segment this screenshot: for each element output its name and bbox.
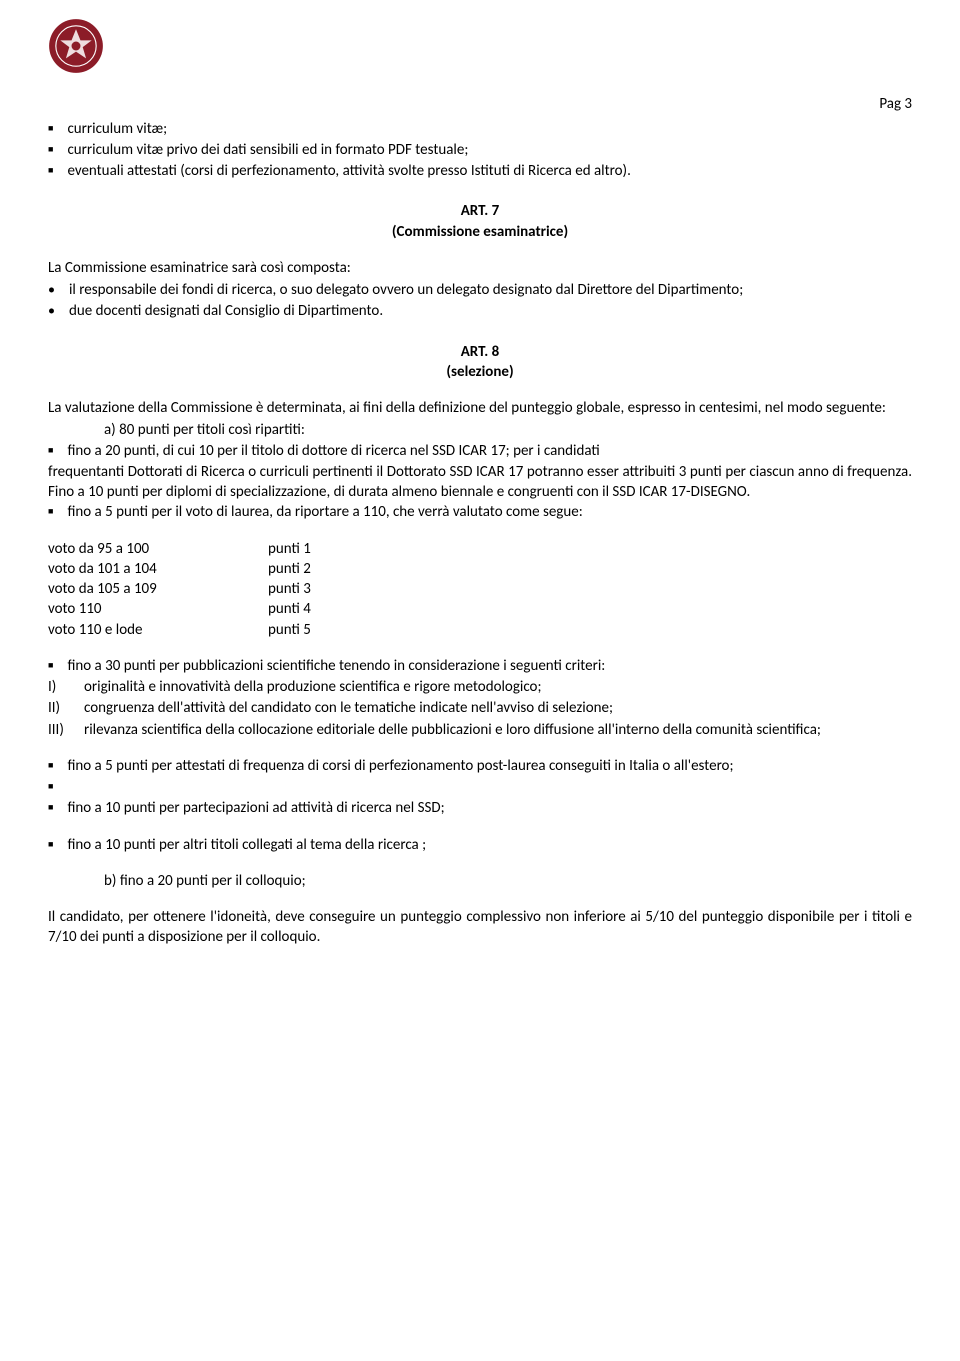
art8-criteria-list-3: fino a 30 punti per pubblicazioni scient… [48, 656, 912, 676]
list-item: fino a 5 punti per attestati di frequenz… [70, 756, 912, 776]
article-8-heading: ART. 8 (selezione) [48, 342, 912, 383]
table-row: voto da 95 a 100punti 1 [48, 539, 912, 559]
publication-criteria-list: I)originalità e innovatività della produ… [48, 677, 912, 740]
vote-points: punti 1 [268, 539, 311, 559]
art8-criteria-list-4: fino a 5 punti per attestati di frequenz… [48, 756, 912, 819]
list-item: eventuali attestati (corsi di perfeziona… [70, 161, 912, 181]
list-item: curriculum vitæ; [70, 119, 912, 139]
vote-range: voto 110 [48, 599, 268, 619]
roman-numeral: III) [48, 720, 84, 740]
list-item: curriculum vitæ privo dei dati sensibili… [70, 140, 912, 160]
art8-criteria-list-2: fino a 5 punti per il voto di laurea, da… [48, 502, 912, 522]
art8-criteria-list-1: fino a 20 punti, di cui 10 per il titolo… [48, 441, 912, 461]
list-item: fino a 10 punti per altri titoli collega… [70, 835, 912, 855]
list-item: II)congruenza dell'attività del candidat… [84, 698, 912, 718]
list-item: fino a 5 punti per il voto di laurea, da… [70, 502, 912, 522]
art7-intro-text: La Commissione esaminatrice sarà così co… [48, 258, 912, 278]
vote-range: voto 110 e lode [48, 620, 268, 640]
list-item: fino a 10 punti per partecipazioni ad at… [70, 798, 912, 818]
list-item: III)rilevanza scientifica della collocaz… [84, 720, 912, 740]
art8-section-b: b) fino a 20 punti per il colloquio; [48, 871, 912, 891]
list-item: il responsabile dei fondi di ricerca, o … [70, 280, 912, 300]
vote-points: punti 2 [268, 559, 311, 579]
criteria-text: rilevanza scientifica della collocazione… [84, 721, 821, 739]
header-logo [48, 18, 912, 80]
art8-p1: La valutazione della Commissione è deter… [48, 398, 912, 418]
vote-points: punti 5 [268, 620, 311, 640]
voting-points-table: voto da 95 a 100punti 1 voto da 101 a 10… [48, 539, 912, 640]
art8-final-paragraph: Il candidato, per ottenere l'idoneità, d… [48, 907, 912, 948]
vote-range: voto da 101 a 104 [48, 559, 268, 579]
commission-list: il responsabile dei fondi di ricerca, o … [48, 280, 912, 322]
list-item: I)originalità e innovatività della produ… [84, 677, 912, 697]
article-7-heading: ART. 7 (Commissione esaminatrice) [48, 201, 912, 242]
art8-section-a: a) 80 punti per titoli così ripartiti: [48, 420, 912, 440]
article-subtitle: (selezione) [48, 362, 912, 382]
criteria-text: congruenza dell'attività del candidato c… [84, 699, 613, 717]
vote-points: punti 4 [268, 599, 311, 619]
list-item: fino a 20 punti, di cui 10 per il titolo… [70, 441, 912, 461]
vote-range: voto da 105 a 109 [48, 579, 268, 599]
criteria-text: originalità e innovatività della produzi… [84, 678, 541, 696]
list-item: fino a 30 punti per pubblicazioni scient… [70, 656, 912, 676]
university-seal-icon [48, 18, 104, 74]
roman-numeral: I) [48, 677, 84, 697]
roman-numeral: II) [48, 698, 84, 718]
table-row: voto da 105 a 109punti 3 [48, 579, 912, 599]
article-number: ART. 7 [48, 201, 912, 221]
table-row: voto 110punti 4 [48, 599, 912, 619]
page-number: Pag 3 [48, 94, 912, 114]
article-subtitle: (Commissione esaminatrice) [48, 222, 912, 242]
vote-points: punti 3 [268, 579, 311, 599]
list-item: due docenti designati dal Consiglio di D… [70, 301, 912, 321]
article-number: ART. 8 [48, 342, 912, 362]
art8-sq1-continuation: frequentanti Dottorati di Ricerca o curr… [48, 462, 912, 503]
list-item-empty [70, 777, 912, 797]
attachments-list: curriculum vitæ; curriculum vitæ privo d… [48, 119, 912, 182]
vote-range: voto da 95 a 100 [48, 539, 268, 559]
art8-criteria-list-5: fino a 10 punti per altri titoli collega… [48, 835, 912, 855]
table-row: voto 110 e lodepunti 5 [48, 620, 912, 640]
table-row: voto da 101 a 104punti 2 [48, 559, 912, 579]
